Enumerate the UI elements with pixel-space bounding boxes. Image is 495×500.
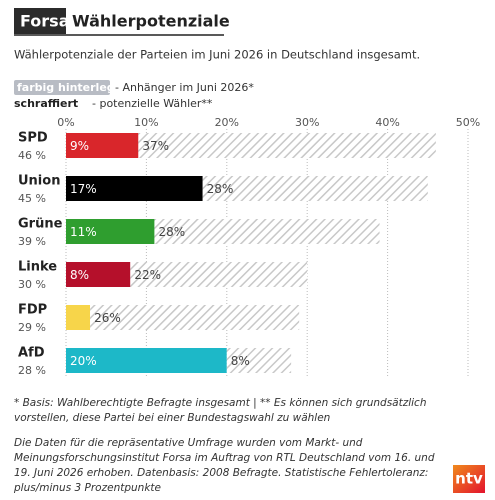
- total-label: 45 %: [18, 192, 46, 205]
- total-label: 29 %: [18, 321, 46, 334]
- x-tick-label: 30%: [295, 116, 319, 129]
- bar-segment: [226, 348, 292, 373]
- bar-segment: [202, 176, 428, 201]
- bar-segment: [66, 262, 131, 287]
- value-label: 9%: [70, 139, 89, 153]
- source: Die Daten für die repräsentative Umfrage…: [14, 437, 435, 494]
- legend-swatch: [14, 80, 110, 95]
- value-label: 11%: [70, 225, 97, 239]
- bar-segment: [130, 262, 308, 287]
- category-label: Union: [18, 174, 60, 189]
- value-label: 8%: [231, 354, 250, 368]
- category-label: Grüne: [18, 217, 63, 232]
- x-tick-label: 40%: [375, 116, 399, 129]
- bar-segment: [138, 133, 436, 158]
- logo-box: [453, 465, 485, 493]
- brand-box: [14, 8, 66, 34]
- bar-segment: [66, 133, 139, 158]
- category-label: AfD: [18, 346, 45, 361]
- legend-description: - potenzielle Wähler**: [92, 97, 213, 110]
- value-label: 28%: [158, 225, 185, 239]
- total-label: 46 %: [18, 149, 46, 162]
- bar-segment: [154, 219, 380, 244]
- bar-segment: [66, 219, 155, 244]
- chart-title: Wählerpotenziale: [72, 12, 230, 31]
- x-tick-label: 20%: [215, 116, 239, 129]
- total-label: 39 %: [18, 235, 46, 248]
- value-label: 22%: [134, 268, 161, 282]
- total-label: 28 %: [18, 364, 46, 377]
- subtitle: Wählerpotenziale der Parteien im Juni 20…: [14, 48, 420, 62]
- bar-segment: [66, 176, 203, 201]
- x-tick-label: 50%: [456, 116, 480, 129]
- value-label: 17%: [70, 182, 97, 196]
- logo: ntv: [455, 470, 483, 488]
- legend-description: - Anhänger im Juni 2026*: [115, 81, 254, 94]
- value-label: 8%: [70, 268, 89, 282]
- legend-label: schraffiert: [14, 97, 78, 110]
- brand: Forsa: [20, 12, 69, 31]
- total-label: 30 %: [18, 278, 46, 291]
- category-label: Linke: [18, 260, 57, 275]
- value-label: 20%: [70, 354, 97, 368]
- value-label: 26%: [94, 311, 121, 325]
- legend-label: farbig hinterlegt: [17, 81, 120, 94]
- value-label: 28%: [207, 182, 234, 196]
- bar-segment: [66, 348, 227, 373]
- footnote: * Basis: Wahlberechtigte Befragte insges…: [14, 397, 427, 424]
- value-label: 37%: [142, 139, 169, 153]
- category-label: FDP: [18, 303, 47, 318]
- bar-segment: [90, 305, 300, 330]
- bar-segment: [66, 305, 91, 330]
- x-tick-label: 0%: [57, 116, 74, 129]
- x-tick-label: 10%: [134, 116, 158, 129]
- category-label: SPD: [18, 131, 48, 146]
